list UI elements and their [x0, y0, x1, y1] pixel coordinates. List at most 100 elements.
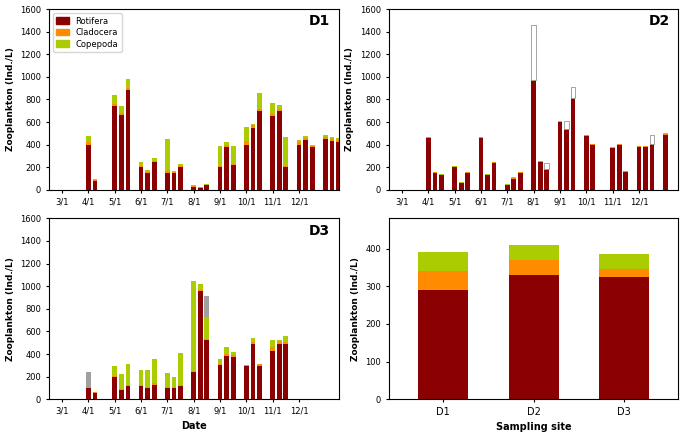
- Bar: [231, 357, 235, 399]
- Bar: [178, 164, 183, 166]
- Bar: [244, 365, 249, 367]
- Bar: [92, 393, 97, 399]
- Bar: [86, 145, 91, 190]
- Bar: [145, 170, 150, 172]
- Bar: [599, 254, 649, 269]
- Bar: [277, 109, 282, 111]
- Bar: [250, 125, 255, 128]
- Bar: [139, 386, 144, 399]
- Bar: [277, 342, 282, 344]
- Bar: [139, 370, 144, 385]
- Bar: [637, 146, 642, 147]
- Bar: [538, 162, 542, 190]
- Bar: [544, 170, 549, 190]
- Bar: [119, 106, 124, 113]
- Bar: [623, 171, 628, 172]
- Bar: [570, 99, 575, 190]
- Bar: [531, 81, 536, 190]
- Bar: [218, 167, 222, 190]
- Bar: [323, 137, 328, 139]
- Bar: [297, 140, 302, 142]
- Bar: [283, 167, 288, 190]
- Bar: [198, 290, 202, 291]
- Bar: [178, 167, 183, 190]
- Bar: [459, 183, 464, 190]
- Bar: [426, 137, 431, 138]
- Bar: [485, 175, 490, 190]
- Bar: [244, 141, 249, 145]
- Bar: [145, 370, 150, 387]
- Bar: [270, 347, 275, 351]
- Bar: [650, 134, 655, 144]
- Bar: [139, 166, 144, 167]
- Bar: [231, 165, 235, 190]
- Bar: [165, 139, 170, 171]
- Bar: [224, 145, 229, 147]
- Bar: [283, 342, 288, 344]
- Bar: [112, 104, 117, 106]
- Y-axis label: Zooplankton (Ind./L): Zooplankton (Ind./L): [5, 48, 14, 152]
- Bar: [336, 138, 341, 140]
- Bar: [231, 352, 235, 355]
- Bar: [336, 142, 341, 190]
- Bar: [599, 277, 649, 399]
- Bar: [297, 142, 302, 145]
- Bar: [283, 137, 288, 166]
- Bar: [564, 130, 569, 190]
- Bar: [250, 342, 255, 344]
- Bar: [172, 388, 176, 399]
- Bar: [509, 260, 559, 275]
- Bar: [192, 185, 196, 186]
- Bar: [283, 336, 288, 342]
- Bar: [479, 138, 484, 190]
- Bar: [518, 172, 523, 173]
- Bar: [485, 174, 490, 175]
- Bar: [512, 179, 516, 190]
- Bar: [584, 136, 589, 190]
- Bar: [452, 167, 457, 190]
- Bar: [432, 172, 437, 173]
- Bar: [512, 177, 516, 178]
- Bar: [205, 317, 209, 339]
- Bar: [218, 166, 222, 167]
- Y-axis label: Zooplankton (Ind./L): Zooplankton (Ind./L): [345, 48, 354, 152]
- Bar: [125, 88, 130, 90]
- Text: D2: D2: [648, 14, 670, 28]
- Bar: [152, 160, 157, 162]
- X-axis label: Sampling site: Sampling site: [496, 422, 571, 432]
- Bar: [459, 182, 464, 183]
- Bar: [125, 364, 130, 385]
- Bar: [218, 364, 222, 365]
- Bar: [152, 359, 157, 383]
- Bar: [303, 138, 308, 140]
- Bar: [119, 113, 124, 115]
- Bar: [224, 356, 229, 399]
- Bar: [270, 340, 275, 347]
- Y-axis label: Zooplankton (Ind./L): Zooplankton (Ind./L): [351, 257, 360, 361]
- Bar: [610, 147, 615, 148]
- Bar: [283, 344, 288, 399]
- Bar: [418, 271, 468, 290]
- Bar: [231, 164, 235, 165]
- Bar: [198, 291, 202, 399]
- Bar: [439, 175, 444, 190]
- Text: D3: D3: [308, 224, 330, 238]
- Bar: [418, 252, 468, 271]
- Bar: [119, 389, 124, 390]
- Bar: [492, 162, 497, 163]
- Bar: [584, 135, 589, 136]
- Bar: [244, 367, 249, 399]
- Bar: [165, 373, 170, 387]
- Bar: [277, 340, 282, 342]
- Bar: [426, 138, 431, 190]
- Bar: [139, 385, 144, 386]
- Bar: [192, 281, 196, 371]
- Bar: [544, 169, 549, 170]
- Bar: [192, 187, 196, 190]
- Bar: [139, 162, 144, 166]
- Bar: [538, 160, 542, 161]
- Bar: [250, 128, 255, 190]
- Bar: [125, 385, 130, 386]
- Bar: [86, 372, 91, 387]
- Bar: [637, 147, 642, 190]
